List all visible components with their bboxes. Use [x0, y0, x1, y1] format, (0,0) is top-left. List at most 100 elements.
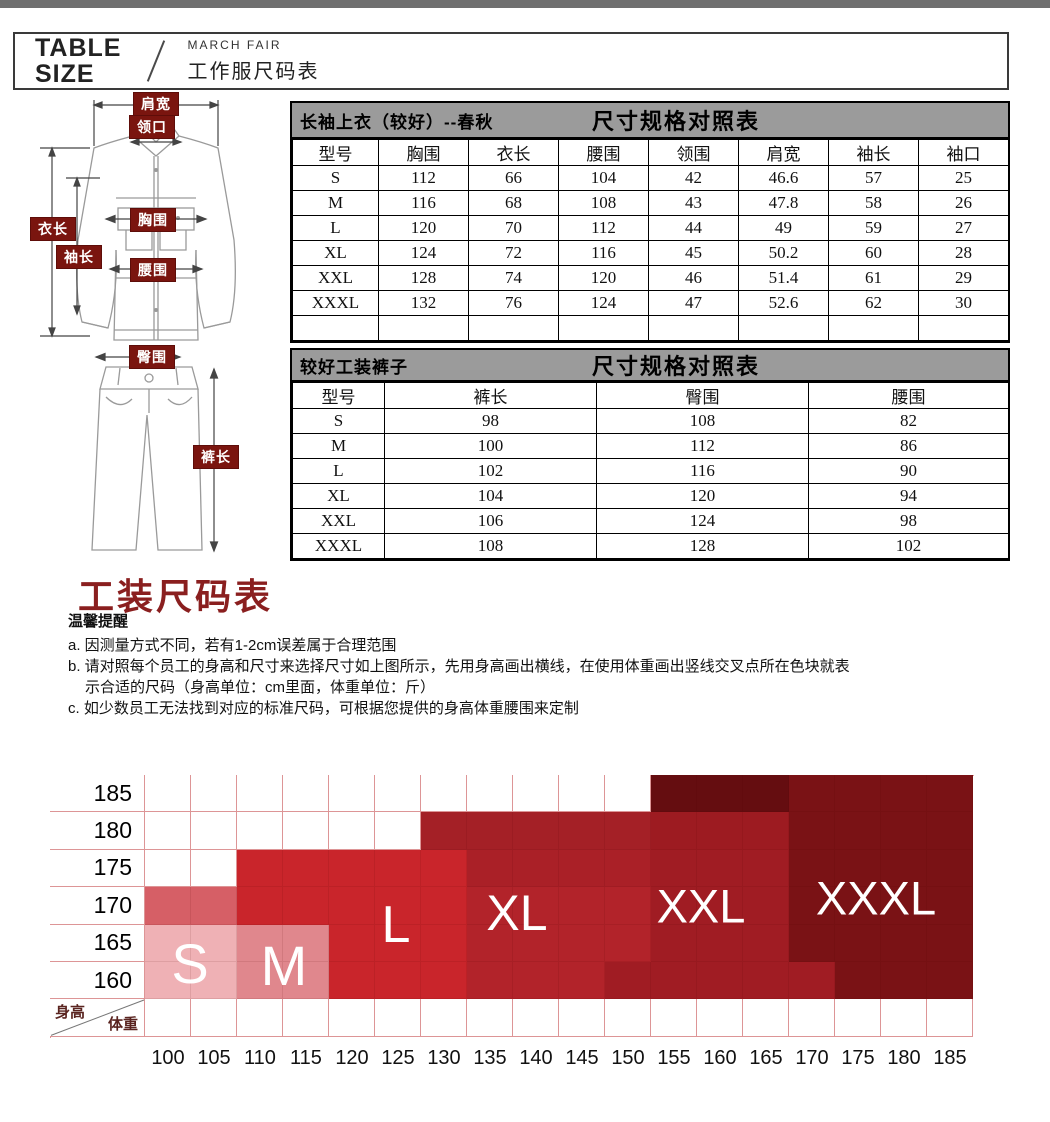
column-header: 臀围	[596, 382, 809, 409]
chart-cell-h175-w180	[881, 849, 927, 888]
chart-cell-h160-w170	[789, 962, 835, 1000]
chart-cell-empty	[329, 999, 375, 1037]
note-line: 示合适的尺码（身高单位：cm里面，体重单位：斤）	[85, 679, 435, 696]
chart-cell-empty	[283, 999, 329, 1037]
slash-divider	[147, 40, 166, 82]
table-cell: 52.6	[738, 290, 829, 316]
header-box: TABLE SIZE MARCH FAIR 工作服尺码表	[13, 32, 1009, 90]
table-row	[292, 315, 1009, 341]
chart-cell-h185-w180	[881, 775, 927, 813]
column-header: 胸围	[378, 139, 469, 166]
x-tick-105: 105	[197, 1046, 231, 1069]
table-row: M 116 68 108 43 47.8 58 26	[292, 190, 1009, 216]
size-zone-label-M: M	[260, 934, 308, 997]
measure-label-腰围: 腰围	[130, 258, 176, 282]
axis-corner-cell: 身高 体重	[50, 999, 145, 1037]
chart-cell-h160-w130	[421, 962, 467, 1000]
chart-cell-h160-w135	[467, 962, 513, 1000]
table-cell: 46.6	[738, 165, 829, 191]
table-row: XL 124 72 116 45 50.2 60 28	[292, 240, 1009, 266]
chart-cell-h185-w105	[191, 775, 237, 813]
header-title-line1: TABLE	[35, 34, 122, 62]
chart-cell-empty	[789, 999, 835, 1037]
chart-cell-h175-w175	[835, 849, 881, 888]
x-tick-125: 125	[381, 1046, 415, 1069]
table-cell: 120	[378, 215, 469, 241]
table-cell: 59	[828, 215, 919, 241]
chart-cell-h165-w160	[697, 924, 743, 962]
table-cell	[378, 315, 469, 341]
column-header: 腰围	[558, 139, 649, 166]
table-cell: S	[292, 165, 379, 191]
x-tick-115: 115	[290, 1046, 322, 1069]
note-line: c. 如少数员工无法找到对应的标准尺码，可根据您提供的身高体重腰围来定制	[68, 700, 579, 717]
chart-cell-h175-w145	[559, 849, 605, 888]
table-cell: M	[292, 190, 379, 216]
table-cell: 51.4	[738, 265, 829, 291]
chart-cell-h165-w180	[881, 924, 927, 962]
chart-cell-h185-w125	[375, 775, 421, 813]
table-cell: L	[292, 458, 385, 484]
chart-cell-h170-w100	[145, 887, 191, 925]
x-tick-135: 135	[473, 1046, 507, 1069]
header-title-line2: SIZE	[35, 60, 95, 88]
chart-cell-h175-w135	[467, 849, 513, 888]
table-cell: XXL	[292, 508, 385, 534]
note-line: b. 请对照每个员工的身高和尺寸来选择尺寸如上图所示，先用身高画出横线，在使用体…	[68, 658, 850, 675]
chart-cell-h170-w185	[927, 887, 973, 925]
chart-cell-h185-w110	[237, 775, 283, 813]
table-cell: 86	[808, 433, 1009, 459]
chart-cell-h180-w105	[191, 812, 237, 850]
y-tick-165: 165	[50, 924, 145, 962]
chart-cell-h180-w165	[743, 812, 789, 850]
reminder-notes: 温馨提醒 a. 因测量方式不同，若有1-2cm误差属于合理范围 b. 请对照每个员…	[68, 610, 928, 719]
chart-cell-h160-w185	[927, 962, 973, 1000]
table-cell: 62	[828, 290, 919, 316]
table-cell: 44	[648, 215, 739, 241]
top-bar	[0, 0, 1050, 8]
chart-cell-h180-w145	[559, 812, 605, 850]
size-zone-label-S: S	[171, 932, 209, 995]
y-tick-170: 170	[50, 887, 145, 925]
table-cell: 76	[468, 290, 559, 316]
chart-cell-h160-w140	[513, 962, 559, 1000]
table-cell	[828, 315, 919, 341]
chart-cell-h165-w170	[789, 924, 835, 962]
y-tick-185: 185	[50, 775, 145, 813]
chart-cell-h180-w125	[375, 812, 421, 850]
table-cell: 94	[808, 483, 1009, 509]
table-cell: 108	[558, 190, 649, 216]
chart-cell-h180-w180	[881, 812, 927, 850]
table-cell: 120	[596, 483, 809, 509]
chart-cell-h170-w130	[421, 887, 467, 925]
header-title: TABLE SIZE	[35, 35, 121, 87]
table-cell: 82	[808, 408, 1009, 434]
chart-cell-h175-w185	[927, 849, 973, 888]
chart-cell-h185-w130	[421, 775, 467, 813]
table-row: L 102 116 90	[292, 458, 1009, 484]
chart-cell-h185-w140	[513, 775, 559, 813]
chart-cell-h165-w155	[651, 924, 697, 962]
chart-cell-h165-w135	[467, 924, 513, 962]
column-header: 裤长	[384, 382, 597, 409]
table-cell	[738, 315, 829, 341]
chart-cell-h170-w140	[513, 887, 559, 925]
x-tick-110: 110	[244, 1046, 276, 1069]
chart-cell-h185-w135	[467, 775, 513, 813]
chart-cell-h175-w165	[743, 849, 789, 888]
chart-cell-h175-w155	[651, 849, 697, 888]
table-cell: 61	[828, 265, 919, 291]
chart-cell-h175-w130	[421, 849, 467, 888]
table-cell	[468, 315, 559, 341]
x-tick-120: 120	[335, 1046, 369, 1069]
chart-cell-h165-w175	[835, 924, 881, 962]
chart-cell-h180-w175	[835, 812, 881, 850]
jacket-table-title: 长袖上衣（较好）--春秋	[300, 112, 494, 132]
table-cell: 26	[918, 190, 1009, 216]
column-header: 肩宽	[738, 139, 829, 166]
chart-cell-h185-w145	[559, 775, 605, 813]
chart-cell-h160-w175	[835, 962, 881, 1000]
table-cell: 108	[596, 408, 809, 434]
measure-label-裤长: 裤长	[193, 445, 239, 469]
y-tick-175: 175	[50, 849, 145, 888]
